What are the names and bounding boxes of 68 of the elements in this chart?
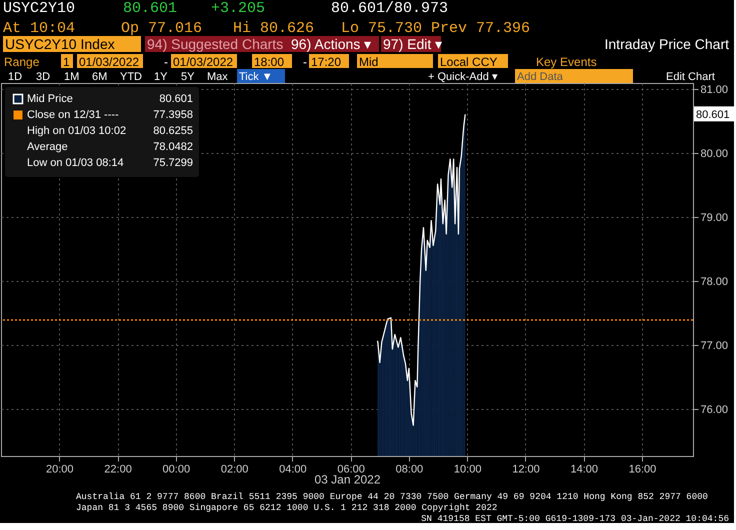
x-tick-label: 10:00 (454, 464, 482, 476)
text: 96) Actions ▾ (291, 36, 372, 52)
text: SN 419158 EST GMT-5:00 G619-1309-173 03-Jan-2022 10:04:56 (421, 514, 729, 524)
text: 01/03/2022 (79, 55, 140, 69)
annotation: 80.6255 (153, 125, 193, 137)
x-tick-label: 00:00 (162, 464, 190, 476)
x-tick-label: 22:00 (104, 464, 132, 476)
text: USYC2Y10 Index (5, 36, 115, 52)
text: Local CCY (440, 55, 498, 69)
text: Intraday Price Chart (604, 36, 730, 52)
x-tick-label: 12:00 (512, 464, 540, 476)
text: Hi 80.626 (233, 20, 314, 37)
x-tick-label: 14:00 (570, 464, 598, 476)
x-tick-label: 20:00 (46, 464, 74, 476)
text: 6M (92, 71, 108, 83)
annotation: 80.601 (159, 93, 193, 105)
text: 1Y (154, 71, 168, 83)
text: Key Events (536, 55, 597, 69)
text: Prev 77.396 (431, 20, 530, 37)
y-tick-label: 78.00 (700, 276, 728, 288)
text: USYC2Y10 (3, 0, 76, 17)
text: At 10:04 (3, 20, 76, 37)
text: Tick ▼ (239, 71, 273, 83)
y-tick-label: 76.00 (700, 404, 728, 416)
text: 94) Suggested Charts (147, 36, 284, 52)
text: +3.205 (211, 0, 266, 17)
legend-label: Mid Price (27, 93, 73, 105)
text: 3D (36, 71, 50, 83)
x-tick-label: 06:00 (337, 464, 365, 476)
text: Australia 61 2 9777 8600 Brazil 5511 2395 9000 Europe 44 20 7330 7500 Germany 49 69 9204 1210 Hong Kong 852 2977 6000 (76, 492, 708, 502)
text: Add Data (517, 71, 564, 83)
annotation: Low on 01/03 08:14 (27, 157, 124, 169)
text: Japan 81 3 4565 8900 Singapore 65 6212 1000 U.S. 1 212 318 2000 Copyright 2022 (76, 503, 498, 513)
annotation: Average (27, 141, 68, 153)
text: 80.601 (696, 108, 730, 121)
x-tick-label: 08:00 (396, 464, 424, 476)
text: YTD (120, 71, 142, 83)
annotation: 77.3958 (153, 109, 193, 121)
text: 17:20 (311, 55, 342, 69)
text: Op 77.016 (121, 20, 202, 37)
text: 5Y (181, 71, 196, 83)
text: 18:00 (254, 55, 284, 69)
legend-label: Close on 12/31 ---- (27, 109, 120, 121)
text: Edit Chart (666, 71, 715, 83)
text: 1M (64, 71, 80, 83)
y-tick-label: 79.00 (700, 212, 728, 224)
text: 80.601 (123, 0, 178, 17)
x-tick-label: 16:00 (628, 464, 656, 476)
text: Lo 75.730 (341, 20, 422, 37)
y-tick-label: 81.00 (700, 84, 728, 96)
text: Max (207, 71, 228, 83)
x-tick-label: 02:00 (220, 464, 248, 476)
annotation: 78.0482 (153, 141, 193, 153)
text: 80.601/80.973 (331, 0, 448, 17)
y-tick-label: 77.00 (700, 340, 728, 352)
x-axis-title: 03 Jan 2022 (314, 472, 381, 486)
text: Range (4, 55, 40, 69)
text: 1 (63, 55, 70, 69)
text: 01/03/2022 (173, 55, 234, 69)
text: + Quick-Add ▾ (428, 71, 498, 83)
text: 1D (8, 71, 22, 83)
y-tick-label: 80.00 (700, 148, 728, 160)
annotation: 75.7299 (153, 157, 193, 169)
text: Mid (359, 55, 378, 69)
x-tick-label: 04:00 (279, 464, 307, 476)
text: - (303, 55, 307, 69)
annotation: High on 01/03 10:02 (27, 125, 126, 137)
text: - (164, 55, 168, 69)
